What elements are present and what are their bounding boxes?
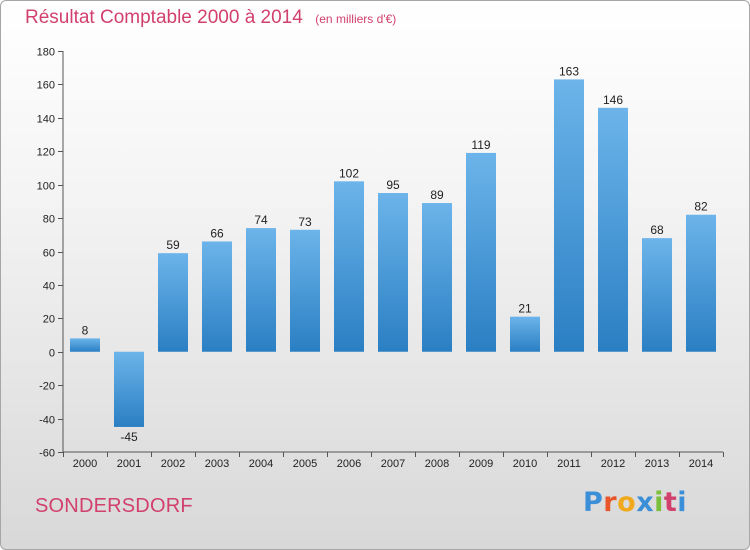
commune-name: SONDERSDORF [35,495,193,517]
y-tick-label: 160 [37,80,55,92]
chart-title: Résultat Comptable 2000 à 2014 (en milli… [25,7,396,29]
title-unit: (en milliers d'€) [315,12,397,26]
y-tick-label: 80 [43,214,55,226]
y-tick-label: 140 [37,114,55,126]
data-label: 74 [254,213,268,227]
data-label: 163 [559,64,579,78]
logo-letter: i [654,487,664,518]
x-tick-label: 2002 [161,458,185,470]
bar-2000 [70,338,100,352]
x-tick-label: 2006 [337,458,361,470]
data-label: 89 [430,188,444,202]
bar-2007 [378,193,408,352]
y-tick-label: -60 [39,448,55,460]
proxiti-logo: Proxiti [583,487,687,518]
data-label: 146 [603,93,623,107]
bar-2013 [642,238,672,352]
x-tick-label: 2009 [469,458,493,470]
x-tick-label: 2001 [117,458,141,470]
bar-2005 [290,229,320,352]
bar-2008 [422,203,452,352]
bar-2010 [510,316,540,352]
y-tick-label: 40 [43,281,55,293]
data-label: 8 [82,323,89,337]
x-tick-label: 2014 [689,458,713,470]
x-tick-label: 2005 [293,458,317,470]
y-tick-label: -20 [39,381,55,393]
bar-2006 [334,181,364,352]
logo-letter: P [583,487,604,518]
data-label: 102 [339,166,359,180]
x-tick-label: 2004 [249,458,273,470]
y-tick-label: 20 [43,314,55,326]
x-tick-label: 2010 [513,458,537,470]
logo-letter: t [663,487,678,518]
logo-letter: x [636,487,655,518]
x-tick-label: 2011 [557,458,581,470]
x-tick-label: 2013 [645,458,669,470]
logo-letter: i [677,487,688,518]
x-tick-label: 2007 [381,458,405,470]
data-label: 66 [210,226,224,240]
data-label: 68 [650,223,664,237]
data-label: -45 [120,430,138,444]
y-tick-label: 60 [43,248,55,260]
bar-2001 [114,351,144,427]
data-label: 21 [518,302,532,316]
x-tick-label: 2003 [205,458,229,470]
y-tick-label: 0 [49,348,55,360]
x-tick-label: 2008 [425,458,449,470]
bar-2009 [466,152,496,352]
logo-letter: r [603,487,618,518]
data-label: 119 [471,138,490,152]
y-tick-label: 180 [37,47,55,59]
x-tick-label: 2012 [601,458,625,470]
bar-2003 [202,241,232,352]
data-label: 82 [694,200,708,214]
bar-2002 [158,253,188,352]
data-label: 95 [386,178,400,192]
bar-2004 [246,228,276,352]
y-tick-label: 100 [37,181,55,193]
bar-2014 [686,214,716,352]
title-main: Résultat Comptable 2000 à 2014 [25,7,303,28]
bar-2012 [598,107,628,352]
data-label: 73 [298,215,312,229]
y-tick-label: -40 [39,415,55,427]
bar-2011 [554,79,584,352]
logo-letter: o [617,487,637,518]
y-tick-label: 120 [37,147,55,159]
x-tick-label: 2000 [73,458,97,470]
data-label: 59 [166,238,180,252]
